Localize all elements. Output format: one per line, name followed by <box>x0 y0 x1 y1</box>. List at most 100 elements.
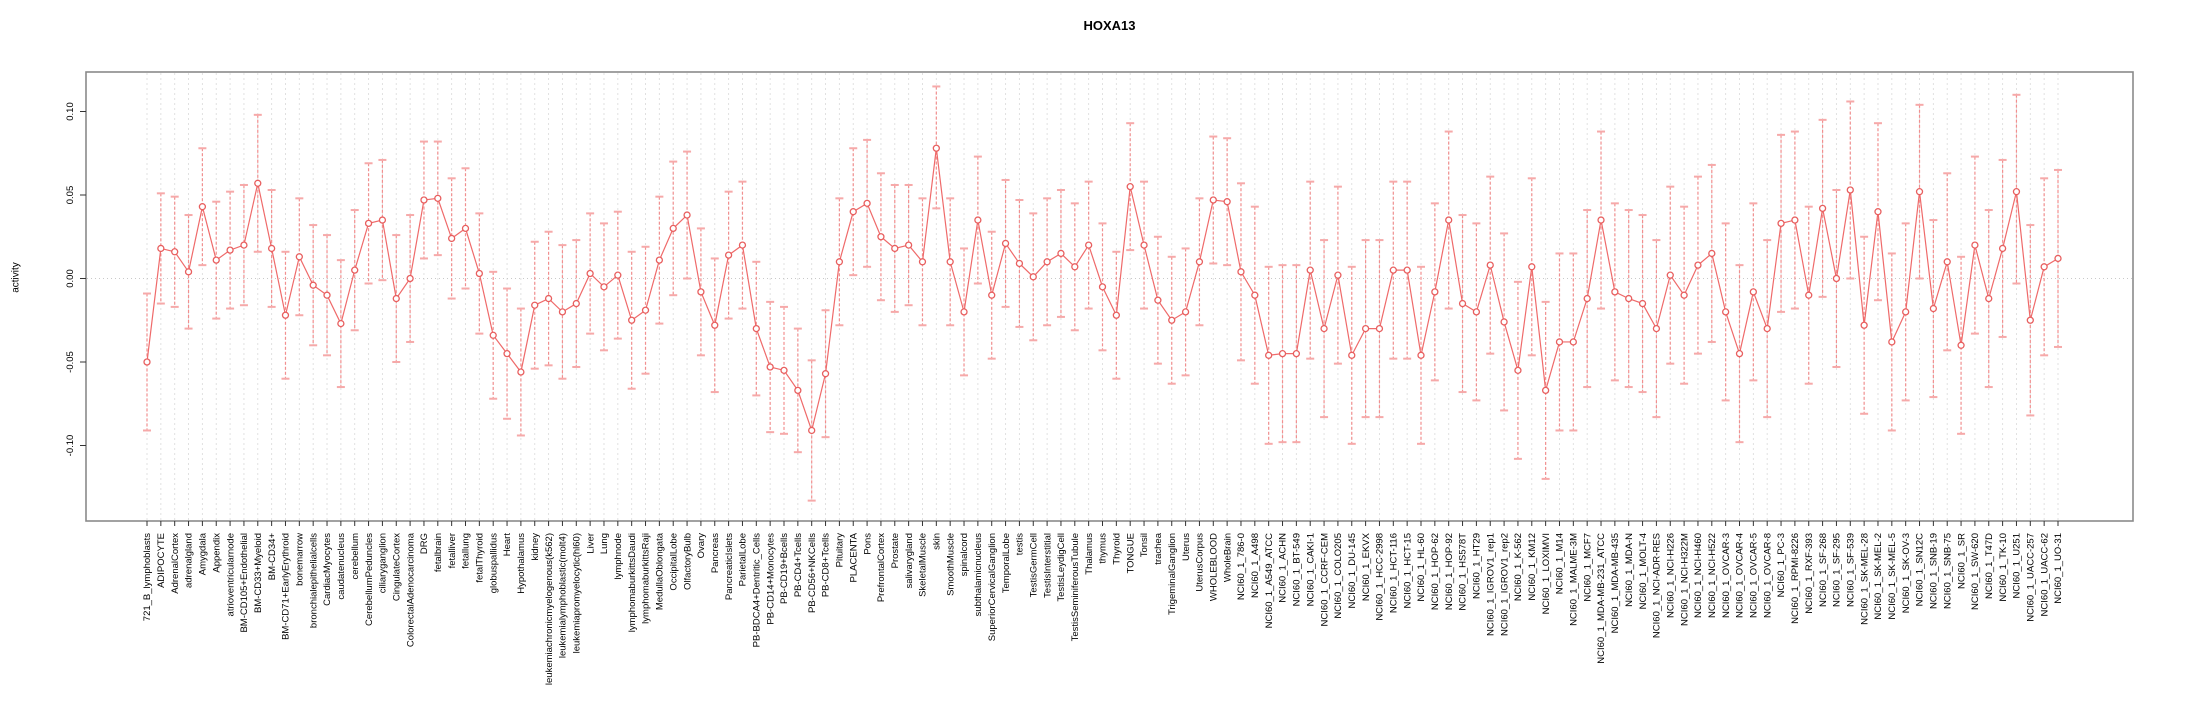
data-point-marker <box>988 291 996 299</box>
x-category-label: caudatenucleus <box>336 533 347 600</box>
x-category-label: leukemialymphoblastic(molt4) <box>558 533 569 658</box>
x-category-label: BM-CD71+EarlyErythroid <box>281 533 292 640</box>
x-category-label: PancreaticIslets <box>724 533 735 600</box>
x-category-label: NCI60_1_T47D <box>1984 533 1995 599</box>
x-category-label: NCI60_1_HS578T <box>1458 533 1469 611</box>
data-point-marker <box>1874 208 1882 216</box>
x-category-label: TemporalLobe <box>1001 533 1012 593</box>
data-point-marker <box>1251 291 1259 299</box>
x-category-label: ADIPOCYTE <box>156 533 167 588</box>
data-point-marker <box>766 363 774 371</box>
data-point-marker <box>337 319 345 328</box>
data-point-marker <box>1888 338 1896 346</box>
x-category-label: Ovary <box>696 533 707 559</box>
x-category-label: NCI60_1_RXF-393 <box>1804 533 1815 614</box>
x-category-label: NCI60_1_MOLT-4 <box>1638 533 1649 609</box>
data-point-marker <box>1237 268 1245 276</box>
data-point-marker <box>1528 263 1536 271</box>
x-category-label: TestisInterstitial <box>1042 533 1053 598</box>
x-category-label: AdrenalCortex <box>170 533 181 594</box>
data-point-marker <box>1860 321 1868 329</box>
x-category-label: thymus <box>1098 533 1109 564</box>
data-point-marker <box>586 269 594 278</box>
data-point-marker <box>1514 366 1522 375</box>
data-point-marker <box>1902 308 1910 316</box>
data-point-marker <box>1431 288 1439 296</box>
x-category-label: NCI60_1_HOP-62 <box>1430 533 1441 610</box>
x-category-label: Amygdala <box>198 532 209 575</box>
data-point-marker <box>295 253 303 261</box>
x-category-label: NCI60_1_MDA-MB-435 <box>1610 533 1621 633</box>
x-category-label: WholeBrain <box>1222 533 1233 582</box>
x-category-label: NCI60_1_SK-MEL-28 <box>1859 533 1870 625</box>
data-point-marker <box>1085 241 1093 249</box>
x-category-label: NCI60_1_COLO205 <box>1333 533 1344 619</box>
x-category-label: atrioventricularnode <box>225 533 236 616</box>
x-category-label: NCI60_1_HT29 <box>1472 533 1483 599</box>
data-point-marker <box>974 216 982 224</box>
y-tick-label: 0.10 <box>65 102 76 121</box>
data-point-marker <box>1805 291 1813 299</box>
data-point-marker <box>572 299 580 308</box>
data-point-marker <box>171 248 179 256</box>
x-category-label: OlfactoryBulb <box>682 533 693 590</box>
data-point-marker <box>1154 296 1162 304</box>
data-point-marker <box>309 281 317 289</box>
x-category-label: salivarygland <box>904 533 915 588</box>
x-category-label: NCI60_1_NCI-H322M <box>1679 533 1690 626</box>
x-category-label: ciliaryganglion <box>378 533 389 593</box>
x-category-label: TestisLeydigCell <box>1056 533 1067 602</box>
data-point-marker <box>683 211 691 219</box>
x-category-label: NCI60_1_SR <box>1956 533 1967 589</box>
data-point-marker <box>752 324 760 333</box>
data-point-marker <box>1306 266 1314 274</box>
data-point-marker <box>1486 261 1494 269</box>
x-category-label: PB-CD56+NKCells <box>807 533 818 613</box>
x-category-label: NCI60_1_NCI-H226 <box>1665 533 1676 618</box>
data-point-marker <box>1029 273 1037 281</box>
x-category-label: PB-BDCA4+Dentritic_Cells <box>752 533 763 648</box>
x-category-label: NCI60_1_CAKI-1 <box>1305 533 1316 606</box>
data-point-marker <box>1777 219 1785 228</box>
data-point-marker <box>904 241 913 249</box>
x-category-label: TrigeminalGanglion <box>1167 533 1178 615</box>
x-category-label: ParietalLobe <box>738 533 749 586</box>
data-point-marker <box>780 366 788 375</box>
data-point-marker <box>960 308 968 316</box>
data-point-marker <box>1389 266 1397 274</box>
x-category-label: TestisSeminiferousTubule <box>1070 533 1081 641</box>
data-point-marker <box>1625 294 1633 303</box>
data-point-marker <box>2026 316 2034 324</box>
data-point-marker <box>1223 198 1231 206</box>
data-point-marker <box>558 308 567 316</box>
data-point-marker <box>1652 324 1661 333</box>
x-category-label: CingulateCortex <box>391 533 402 601</box>
x-category-label: NCI60_1_BT-549 <box>1292 533 1303 606</box>
data-point-marker <box>1541 386 1550 395</box>
x-category-label: NCI60_1_MALME-3M <box>1569 533 1580 626</box>
x-category-label: NCI60_1_SK-MEL-5 <box>1887 533 1898 620</box>
x-category-label: MedullaOblongata <box>655 532 666 610</box>
data-point-marker <box>1708 249 1716 258</box>
data-point-marker <box>1915 188 1924 196</box>
data-point-marker <box>1971 241 1979 249</box>
data-point-marker <box>364 219 373 228</box>
data-point-marker <box>1348 351 1356 359</box>
x-category-label: BM-CD33+Myeloid <box>253 533 264 613</box>
data-point-marker <box>378 216 387 224</box>
data-point-marker <box>254 179 262 187</box>
x-category-label: lymphomaburkittsRaji <box>641 533 652 624</box>
x-category-label: NCI60_1_DU-145 <box>1347 533 1358 609</box>
x-category-label: lymphnode <box>613 533 624 579</box>
x-category-label: NCI60_1_NCI-H460 <box>1693 533 1704 618</box>
data-point-marker <box>1320 324 1328 333</box>
x-category-label: NCI60_1_HCT-15 <box>1402 533 1413 609</box>
x-category-label: Uterus <box>1181 533 1192 561</box>
data-point-marker <box>448 234 456 243</box>
x-category-label: leukemiachronicmyelogenous(k562) <box>544 533 555 685</box>
x-category-label: adrenalgland <box>184 533 195 588</box>
x-category-label: NCI60_1_OVCAR-8 <box>1762 533 1773 618</box>
x-category-label: DRG <box>419 533 430 554</box>
data-point-marker <box>1278 349 1287 358</box>
data-point-marker <box>1638 299 1647 308</box>
